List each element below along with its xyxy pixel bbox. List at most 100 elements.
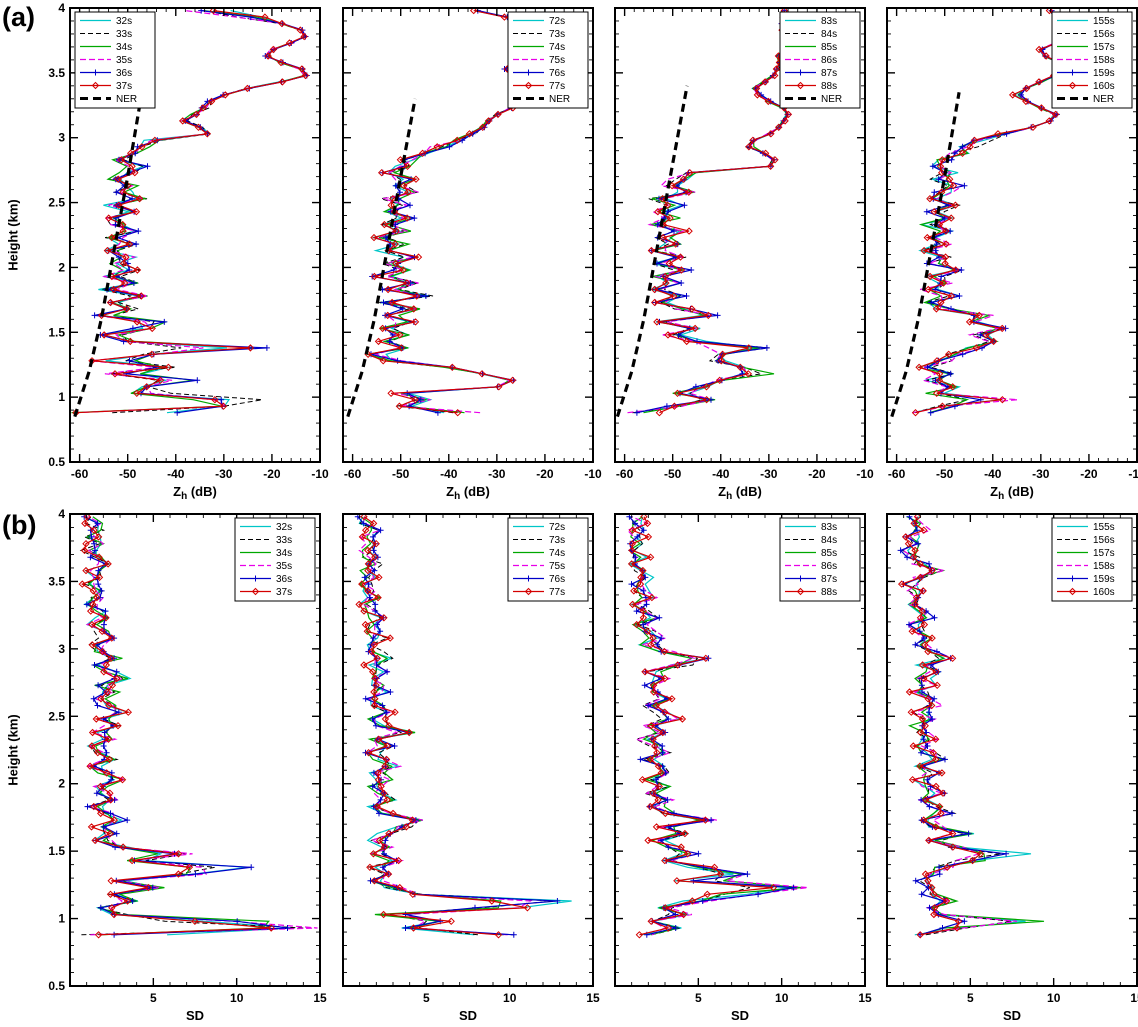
x-tick-label: -60	[344, 467, 362, 481]
series-33s-line	[101, 10, 308, 414]
panel-b4-sd-profile: 5 10 15 SD 155s 156s 157s 158s 159s 160s	[886, 508, 1138, 1027]
x-tick-label: -10	[311, 467, 329, 481]
x-axis-title: SD	[459, 1008, 477, 1023]
legend-marker-88s	[796, 587, 805, 596]
plot-frame	[886, 513, 1138, 987]
legend-label-76s: 76s	[549, 68, 565, 79]
x-tick-label: 15	[313, 991, 327, 1005]
y-tick-label: 4	[58, 1, 65, 15]
plot-b2: 5 10 15 SD 72s 73s 74s 75s 76s 77s	[342, 513, 600, 1023]
legend-label-158s: 158s	[1093, 55, 1115, 66]
legend-box	[779, 517, 861, 602]
x-axis-title: Zh (dB)	[990, 484, 1034, 502]
series-group	[616, 9, 793, 418]
legend-marker-77s	[524, 587, 533, 596]
plot-frame	[614, 7, 866, 463]
y-tick-label: 1.5	[48, 325, 65, 339]
legend-label-160s: 160s	[1093, 587, 1115, 598]
x-tick-label: -20	[1080, 467, 1098, 481]
legend-label-158s: 158s	[1093, 561, 1115, 572]
series-157s-line	[918, 10, 1076, 414]
legend-marker-76s	[525, 575, 532, 582]
series-160s-line	[899, 516, 982, 936]
legend-label-36s: 36s	[276, 574, 292, 585]
legend: 72s 73s 74s 75s 76s 77s	[507, 517, 589, 602]
x-tick-labels: -60 -50 -40 -30 -20 -10	[616, 467, 874, 481]
series-75s-line	[358, 516, 533, 936]
y-tick-label: 3.5	[48, 66, 65, 80]
plot-frame	[614, 513, 866, 987]
plot-a1: -60 -50 -40 -30 -20 -10 0.5 1 1.5 2 2.5 3 3.5 4 Zh (dB…	[48, 1, 329, 502]
x-tick-labels: -60 -50 -40 -30 -20 -10	[888, 467, 1138, 481]
legend-label-34s: 34s	[276, 548, 292, 559]
legend-label-86s: 86s	[821, 561, 837, 572]
legend-label-74s: 74s	[549, 42, 565, 53]
legend-marker-37s	[91, 81, 100, 90]
legend-label-77s: 77s	[549, 587, 565, 598]
series-37s-markers	[78, 515, 275, 939]
x-tick-label: -10	[584, 467, 602, 481]
series-77s-markers	[355, 515, 532, 939]
series-159s-line	[924, 10, 1074, 414]
plot-frame	[342, 7, 594, 463]
legend-label-83s: 83s	[821, 522, 837, 533]
x-tick-label: 5	[695, 991, 702, 1005]
plot-a3: -60 -50 -40 -30 -20 -10 Zh (dB) 83s 84s 85s 86s 87s…	[614, 7, 874, 502]
x-tick-labels: 5 10 15	[423, 991, 600, 1005]
series-160s-markers	[897, 515, 985, 939]
x-tick-label: -10	[856, 467, 874, 481]
y-tick-label: 1	[58, 390, 65, 404]
panel-b3-sd-profile: 5 10 15 SD 83s 84s 85s 86s 87s 88s	[614, 508, 872, 1027]
row-b-ygutter: Height (km)	[0, 508, 26, 1027]
legend-label-84s: 84s	[821, 29, 837, 40]
x-tick-label: 10	[230, 991, 244, 1005]
plot-frame	[69, 513, 321, 987]
legend: 83s 84s 85s 86s 87s 88s NER	[779, 11, 861, 109]
legend: 72s 73s 74s 75s 76s 77s NER	[507, 11, 589, 109]
x-tick-label: -40	[167, 467, 185, 481]
row-a-y-axis-title: Height (km)	[5, 199, 21, 271]
plot-a4: -60 -50 -40 -30 -20 -10 Zh (dB) 155s 156s 157s 158…	[886, 7, 1138, 502]
legend-label-88s: 88s	[821, 81, 837, 92]
legend-marker-36s	[92, 69, 99, 76]
legend-label-156s: 156s	[1093, 535, 1115, 546]
legend-label-155s: 155s	[1093, 16, 1115, 27]
ner-line	[73, 105, 142, 418]
legend-label-35s: 35s	[116, 55, 132, 66]
x-tick-label: 5	[150, 991, 157, 1005]
legend-label-84s: 84s	[821, 535, 837, 546]
series-group	[626, 515, 808, 939]
legend-label-160s: 160s	[1093, 81, 1115, 92]
panel-b1-sd-profile: 5 10 15 0.5 1 1.5 2 2.5 3 3.5 4 SD 32s 33s 34s 35s 36s 37…	[26, 507, 327, 1027]
x-axis-title: Zh (dB)	[718, 484, 762, 502]
legend-label-32s: 32s	[276, 522, 292, 533]
legend-label-74s: 74s	[549, 548, 565, 559]
panel-a3-zh-profile: -60 -50 -40 -30 -20 -10 Zh (dB) 83s 84s 85s 86s 87s…	[614, 0, 874, 502]
plot-frame	[342, 513, 594, 987]
plot-b1: 5 10 15 0.5 1 1.5 2 2.5 3 3.5 4 SD 32s 33s 34s 35s 36s 37…	[48, 507, 327, 1023]
legend-label-33s: 33s	[116, 29, 132, 40]
legend-box	[507, 517, 589, 602]
series-88s-line	[651, 10, 790, 414]
plot-frame	[69, 7, 321, 463]
series-group	[890, 9, 1078, 418]
ner-line	[616, 85, 689, 418]
legend-marker-36s	[252, 575, 259, 582]
row-a-label: (a)	[2, 2, 35, 32]
legend-label-72s: 72s	[549, 522, 565, 533]
series-86s-line	[627, 10, 790, 414]
legend-marker-37s	[251, 587, 260, 596]
x-tick-labels: 5 10 15	[967, 991, 1138, 1005]
legend-label-76s: 76s	[549, 574, 565, 585]
legend-label-NER: NER	[821, 94, 842, 105]
legend-label-155s: 155s	[1093, 522, 1115, 533]
x-axis-title: SD	[186, 1008, 204, 1023]
y-tick-label: 2.5	[48, 196, 65, 210]
legend-label-88s: 88s	[821, 587, 837, 598]
plot-frame	[886, 7, 1138, 463]
series-37s-line	[80, 516, 272, 936]
row-a: (a) Height (km) -60 -50 -40 -30 -20 -10 0.5 1 1.…	[0, 0, 1138, 502]
y-tick-label: 0.5	[48, 455, 65, 469]
legend-label-37s: 37s	[276, 587, 292, 598]
